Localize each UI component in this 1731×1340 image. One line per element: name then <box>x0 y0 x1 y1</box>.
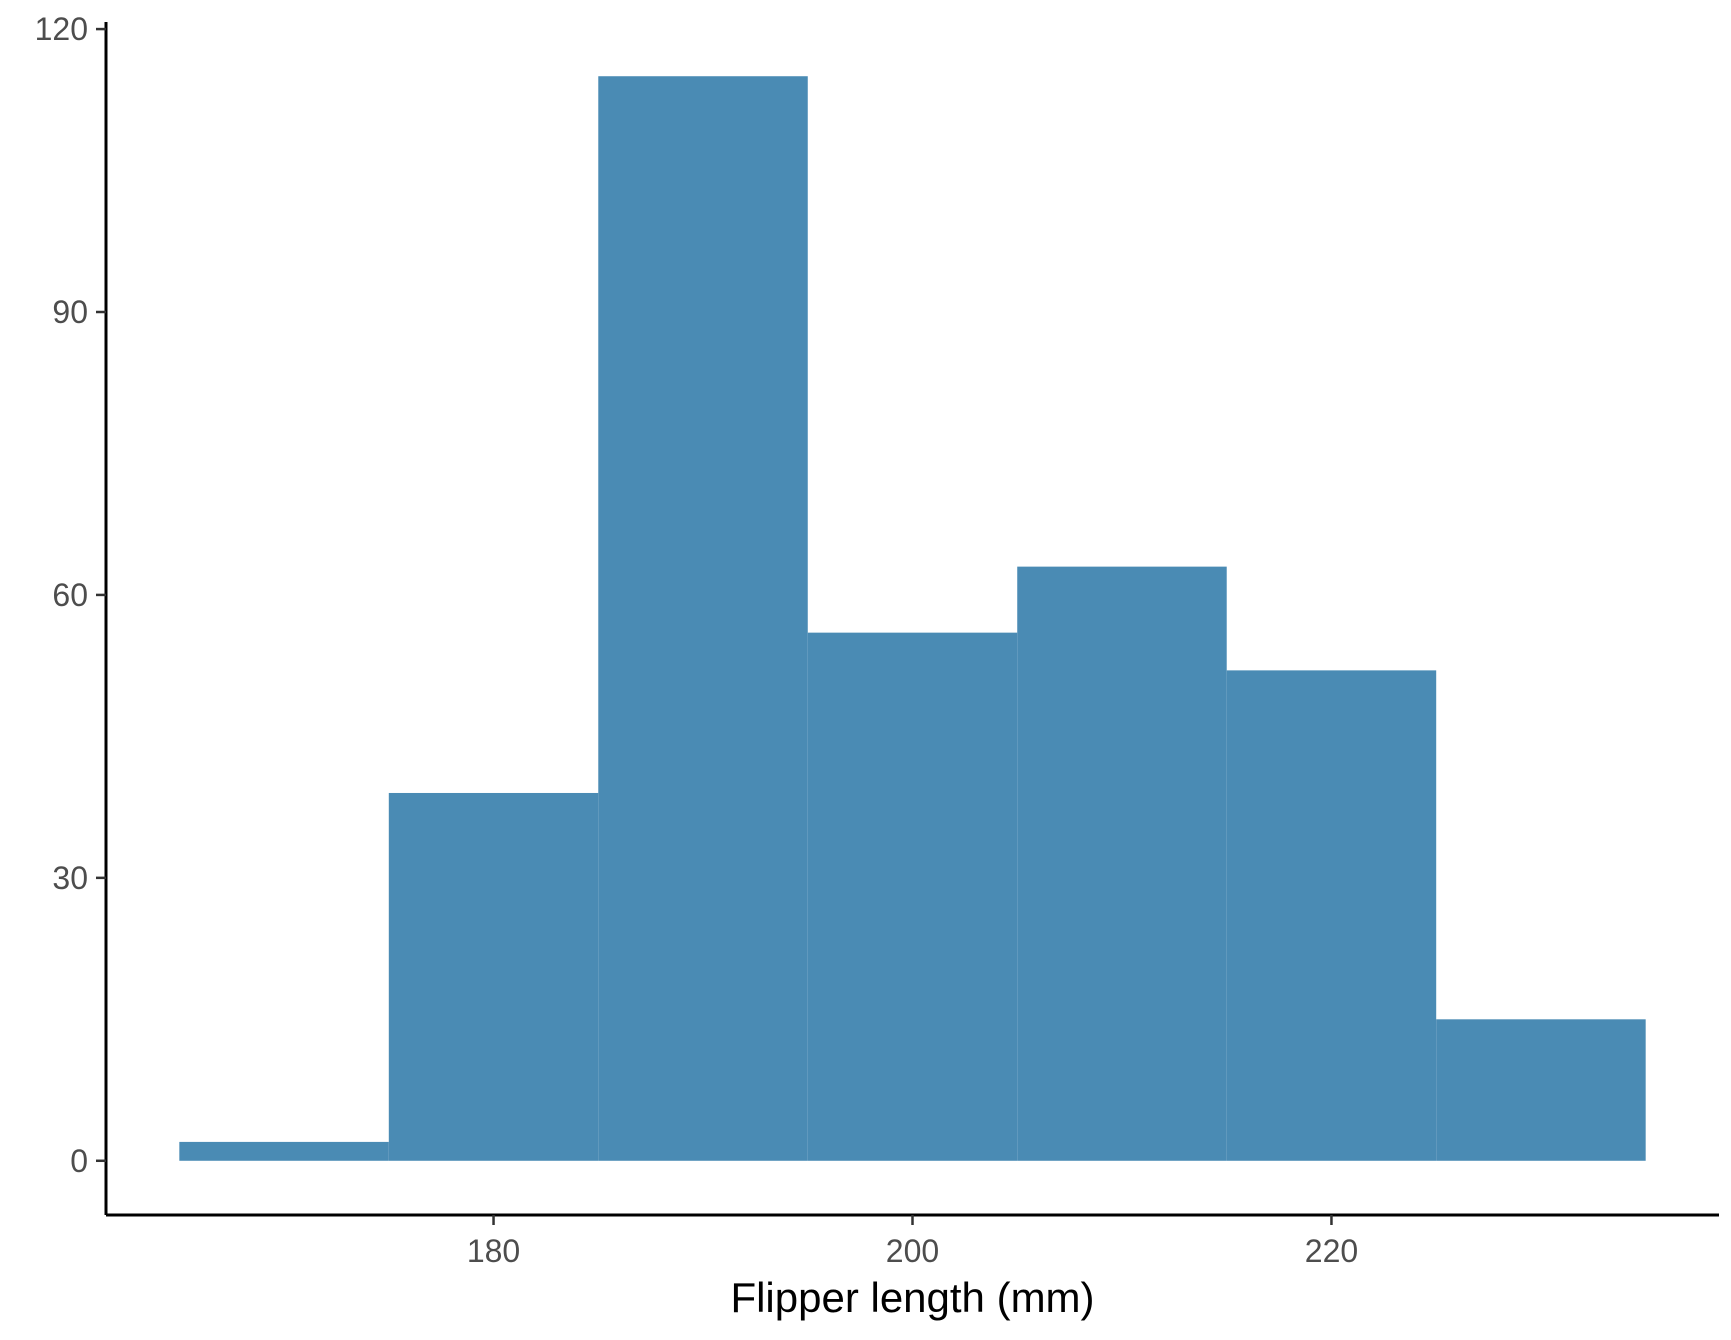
histogram-bar-6 <box>1436 1019 1646 1161</box>
axes <box>96 22 1719 1225</box>
histogram-bar-3 <box>807 632 1018 1161</box>
histogram-bar-4 <box>1017 566 1227 1161</box>
y-tick-label-0: 0 <box>70 1143 88 1179</box>
axis-labels: 0 30 60 90 120 180 200 220 Flipper length (mm) <box>35 11 1359 1321</box>
x-tick-label-200: 200 <box>886 1233 939 1269</box>
y-tick-label-30: 30 <box>52 860 88 896</box>
histogram-bars <box>179 76 1646 1161</box>
histogram-bar-2 <box>598 76 808 1161</box>
histogram-bar-1 <box>388 792 599 1161</box>
y-tick-label-120: 120 <box>35 11 88 47</box>
y-tick-label-90: 90 <box>52 294 88 330</box>
x-tick-label-220: 220 <box>1305 1233 1358 1269</box>
histogram-bar-0 <box>179 1141 389 1161</box>
x-axis-title: Flipper length (mm) <box>730 1274 1094 1321</box>
x-tick-label-180: 180 <box>467 1233 520 1269</box>
y-tick-label-60: 60 <box>52 577 88 613</box>
histogram-bar-5 <box>1226 670 1437 1161</box>
